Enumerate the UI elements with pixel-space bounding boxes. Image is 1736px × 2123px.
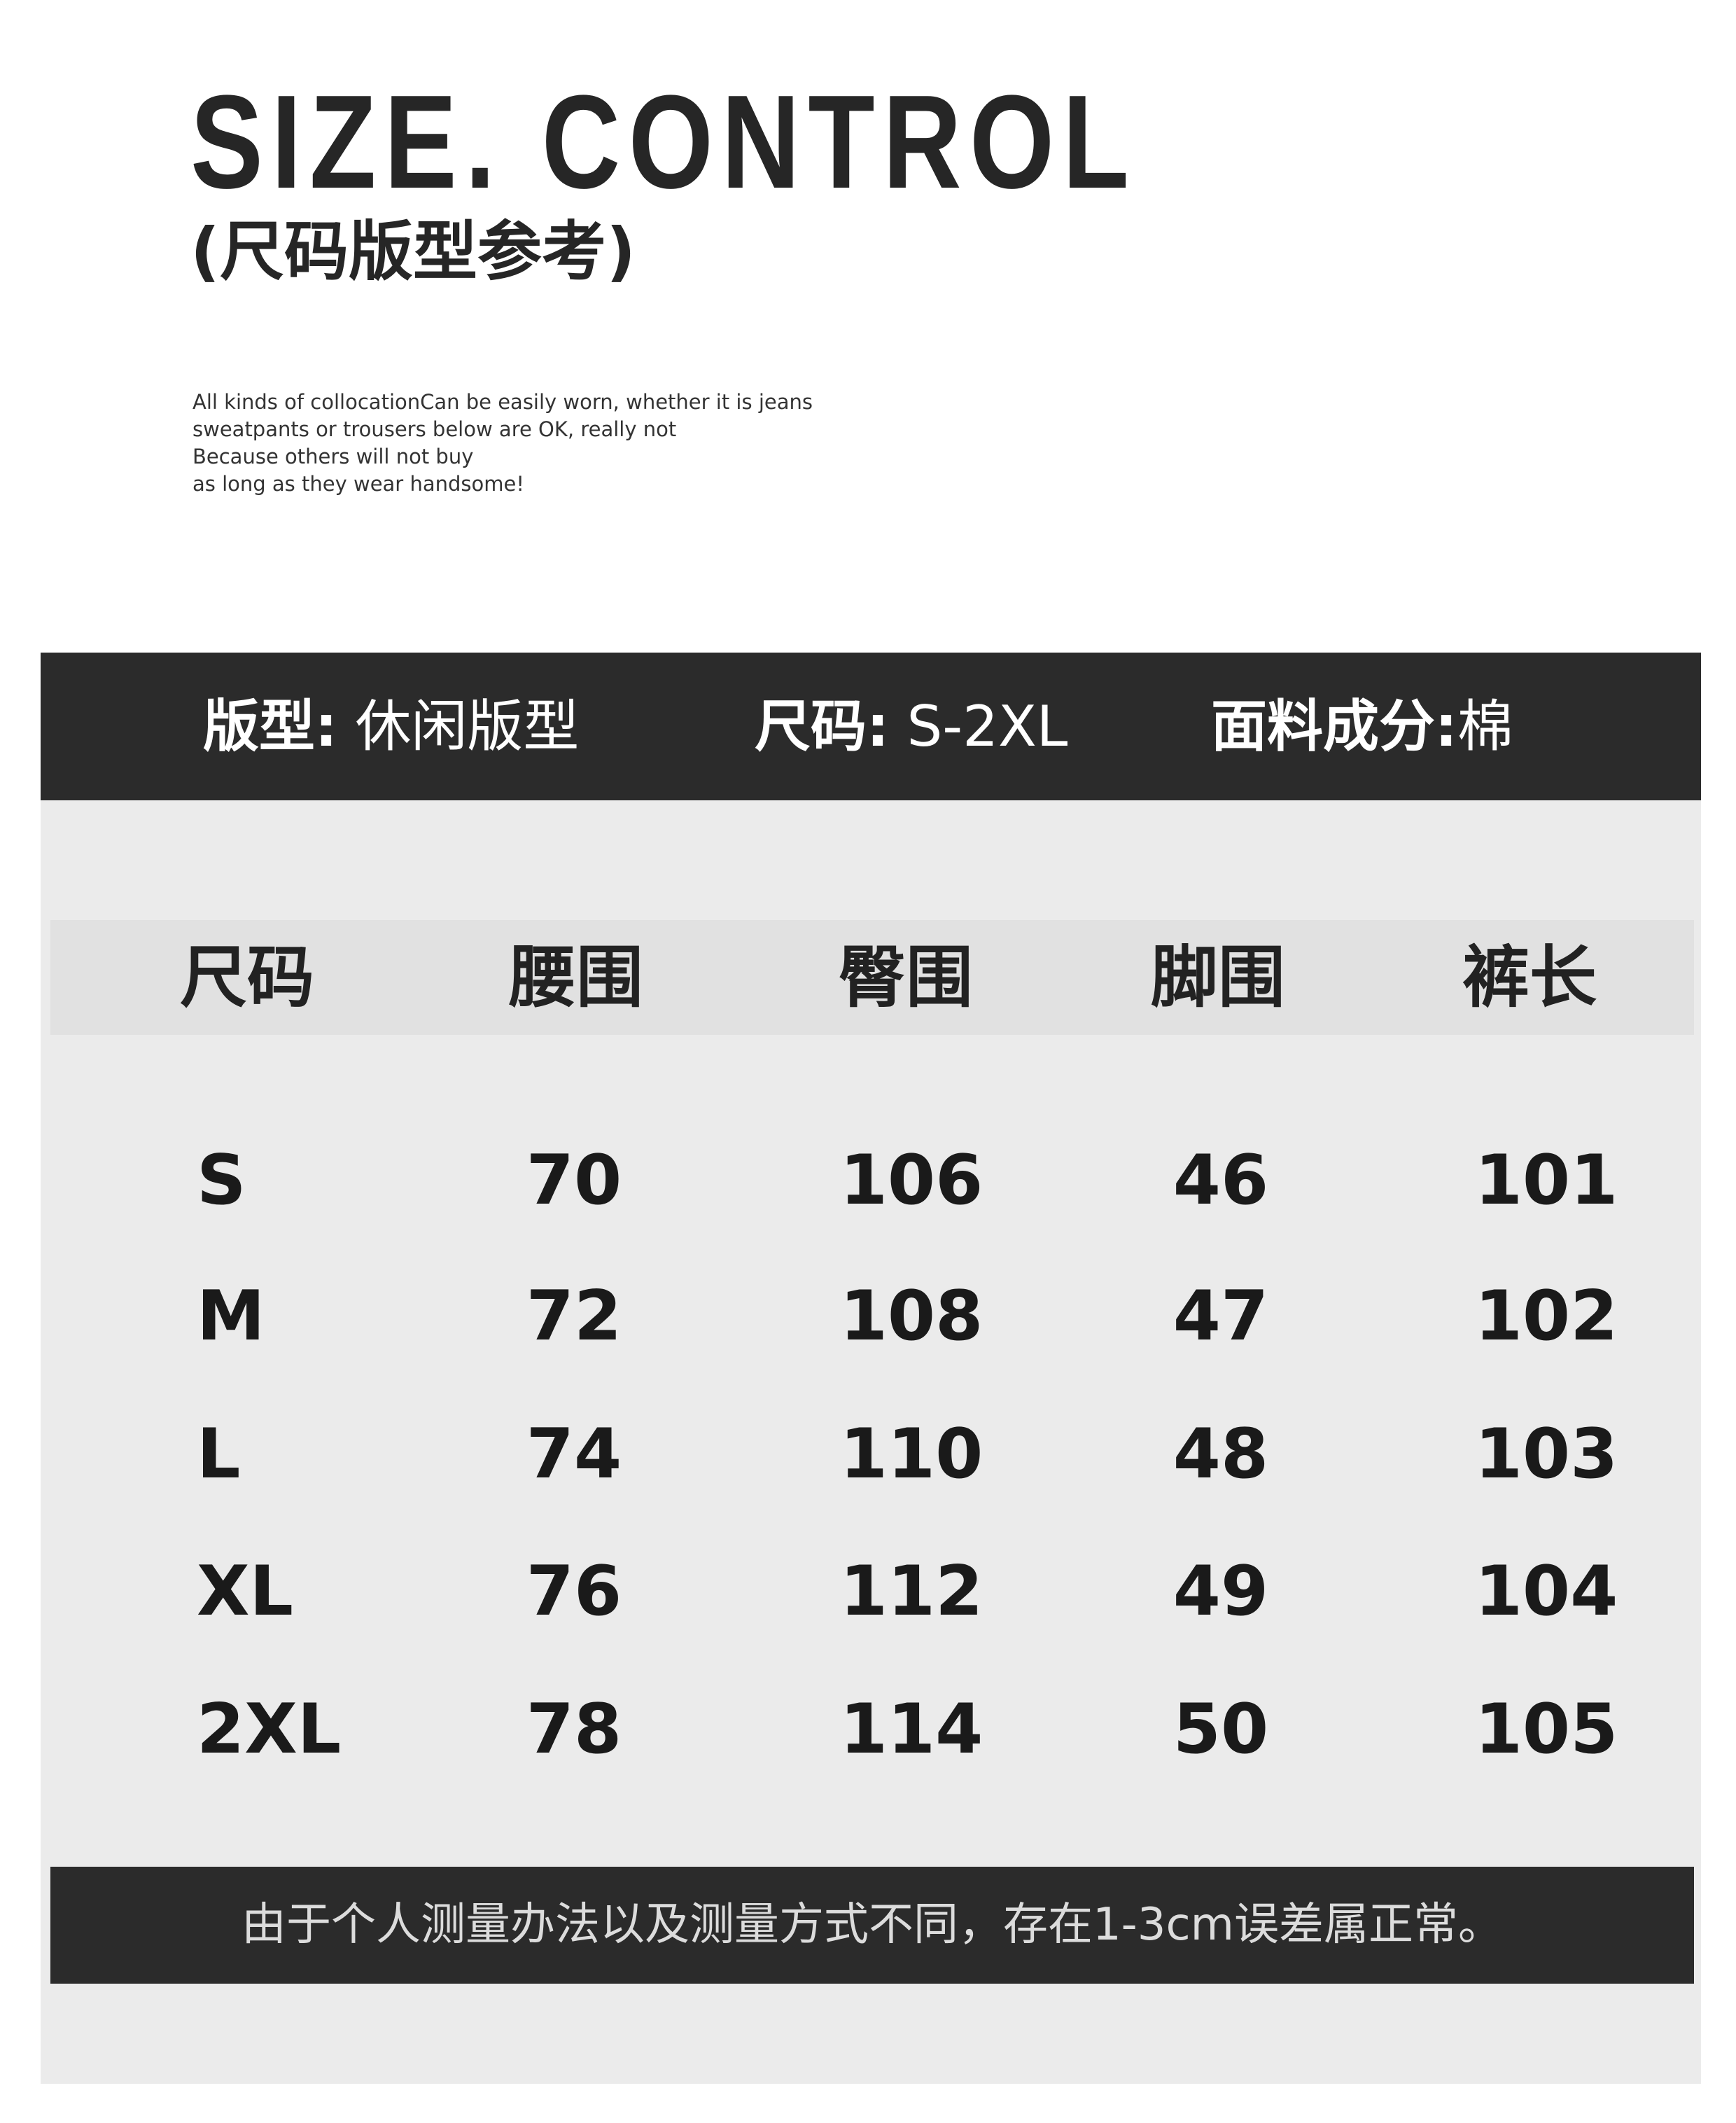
cell-size: L (197, 1414, 241, 1494)
page-title: SIZE. CONTROL (190, 68, 1138, 216)
cell-hip: 108 (839, 1276, 983, 1356)
column-header-length: 裤长 (1462, 938, 1597, 1017)
fit-info: 版型: 休闲版型 (203, 653, 579, 800)
cell-waist: 72 (526, 1276, 622, 1356)
cell-length: 104 (1474, 1552, 1618, 1631)
cell-waist: 70 (526, 1141, 622, 1220)
cell-leg-opening: 47 (1172, 1276, 1269, 1356)
table-header-row (50, 920, 1694, 1035)
size-label: 尺码: (755, 694, 889, 759)
cell-size: S (197, 1141, 246, 1220)
fabric-label: 面料成分: (1211, 694, 1457, 759)
cell-leg-opening: 48 (1172, 1414, 1269, 1494)
cell-hip: 112 (839, 1552, 983, 1631)
info-bar: 版型: 休闲版型 尺码: S-2XL 面料成分:棉 (41, 653, 1701, 800)
column-header-waist: 腰围 (509, 938, 643, 1017)
fabric-info: 面料成分:棉 (1211, 653, 1513, 800)
cell-size: XL (197, 1552, 294, 1631)
cell-hip: 114 (839, 1690, 983, 1769)
cell-leg-opening: 49 (1172, 1552, 1269, 1631)
cell-size: 2XL (197, 1690, 342, 1769)
footer-note: 由于个人测量办法以及测量方式不同，存在1-3cm误差属正常。 (241, 1899, 1504, 1951)
fit-label: 版型: (203, 694, 337, 759)
size-info: 尺码: S-2XL (755, 653, 1068, 800)
fabric-value: 棉 (1457, 694, 1513, 759)
cell-hip: 110 (839, 1414, 983, 1494)
footer-bar (50, 1867, 1694, 1984)
fit-value: 休闲版型 (355, 694, 580, 759)
size-value: S-2XL (906, 694, 1068, 759)
cell-waist: 74 (526, 1414, 622, 1494)
description: All kinds of collocationCan be easily wo… (192, 389, 813, 498)
description-line: sweatpants or trousers below are OK, rea… (192, 417, 677, 441)
cell-waist: 76 (526, 1552, 622, 1631)
description-line: as long as they wear handsome! (192, 472, 524, 496)
cell-length: 103 (1474, 1414, 1618, 1494)
column-header-size: 尺码 (180, 938, 314, 1017)
column-header-leg-opening: 脚围 (1151, 938, 1285, 1017)
page-subtitle: (尺码版型参考) (190, 214, 636, 289)
description-line: Because others will not buy (192, 445, 474, 468)
cell-size: M (197, 1276, 265, 1356)
cell-leg-opening: 50 (1172, 1690, 1269, 1769)
cell-hip: 106 (839, 1141, 983, 1220)
cell-leg-opening: 46 (1172, 1141, 1269, 1220)
cell-length: 102 (1474, 1276, 1618, 1356)
cell-length: 101 (1474, 1141, 1618, 1220)
cell-waist: 78 (526, 1690, 622, 1769)
column-header-hip: 臀围 (839, 938, 973, 1017)
cell-length: 105 (1474, 1690, 1618, 1769)
description-line: All kinds of collocationCan be easily wo… (192, 390, 813, 414)
